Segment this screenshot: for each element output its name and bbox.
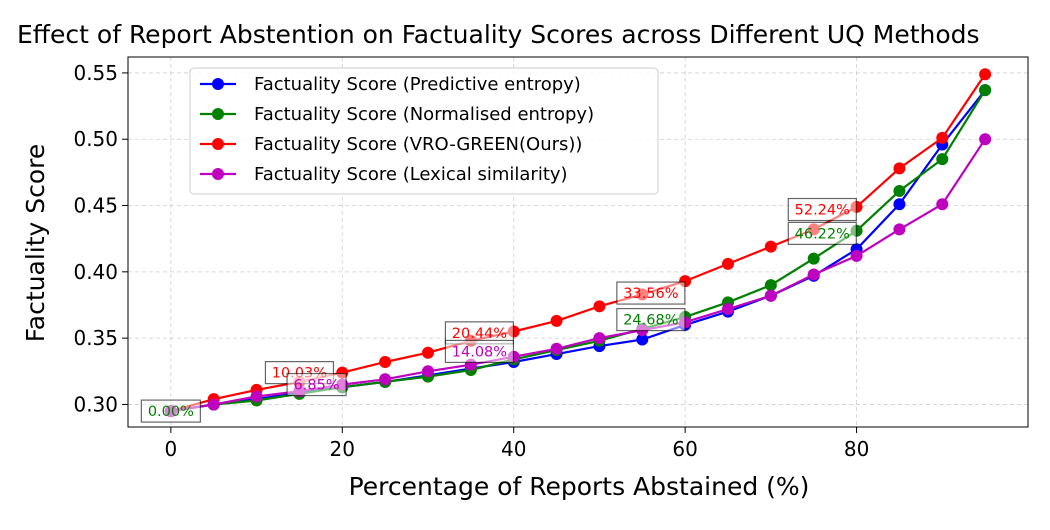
- annotation-label: 14.08%: [444, 339, 515, 364]
- legend-marker: [212, 138, 224, 150]
- chart-title: Effect of Report Abstention on Factualit…: [17, 20, 980, 49]
- annotation-text: 20.44%: [452, 326, 507, 342]
- legend-item: Factuality Score (VRO-GREEN(Ours)): [200, 134, 582, 155]
- x-tick-label: 0: [164, 437, 177, 461]
- data-point: [722, 302, 734, 315]
- plot-frame: [127, 56, 1029, 428]
- annotation-label: 0.00%: [140, 399, 201, 423]
- x-tick-label: 40: [501, 437, 526, 461]
- annotation-box: [787, 221, 857, 245]
- data-point: [807, 252, 820, 265]
- data-point: [250, 390, 263, 403]
- annotation-text: 46.22%: [795, 226, 850, 242]
- annotation-box: [616, 307, 686, 332]
- data-point: [850, 249, 863, 262]
- data-point: [764, 279, 777, 292]
- legend-box: [189, 67, 659, 195]
- annotation-text: 14.08%: [452, 344, 507, 360]
- data-point: [379, 356, 392, 369]
- data-point: [207, 398, 220, 411]
- annotation-box: [444, 339, 515, 364]
- legend-marker: [212, 108, 224, 120]
- data-point: [893, 198, 906, 211]
- legend-item: Factuality Score (Normalised entropy): [200, 104, 594, 125]
- data-point: [764, 240, 777, 253]
- legend-item: Factuality Score (Lexical similarity): [200, 164, 568, 185]
- legend-label: Factuality Score (VRO-GREEN(Ours)): [254, 134, 582, 155]
- annotation-text: 33.56%: [623, 286, 678, 302]
- annotation-box: [286, 372, 347, 397]
- data-point: [593, 332, 606, 345]
- data-point: [936, 198, 949, 211]
- legend-label: Factuality Score (Normalised entropy): [254, 104, 594, 125]
- annotation-box: [140, 399, 201, 423]
- legend-label: Factuality Score (Predictive entropy): [254, 74, 581, 95]
- y-tick-label: 0.55: [73, 61, 118, 85]
- data-point: [936, 131, 949, 144]
- annotation-label: 24.68%: [616, 307, 686, 332]
- annotation-label: 46.22%: [787, 221, 857, 245]
- data-point: [936, 153, 949, 166]
- data-point: [893, 223, 906, 236]
- data-point: [379, 373, 392, 386]
- y-tick-label: 0.45: [73, 194, 118, 218]
- data-point: [422, 365, 434, 378]
- data-point: [722, 257, 734, 270]
- annotation-box: [616, 281, 686, 305]
- y-axis-title: Factuality Score: [21, 144, 50, 343]
- y-tick-label: 0.50: [73, 127, 118, 151]
- axis-ticks: 0 20 40 60 80 0.30 0.35 0.40 0.45 0.50 0.55: [73, 61, 869, 461]
- data-point: [550, 314, 563, 327]
- annotations: 0.00%10.03%6.85%20.44%14.08%33.56%24.68%…: [140, 197, 857, 423]
- annotation-text: 52.24%: [795, 203, 850, 219]
- y-tick-label: 0.35: [73, 326, 118, 350]
- annotation-text: 6.85%: [294, 378, 340, 394]
- y-tick-label: 0.40: [73, 260, 118, 284]
- data-point: [893, 162, 906, 175]
- x-tick-label: 60: [672, 437, 697, 461]
- annotation-label: 20.44%: [444, 321, 515, 345]
- annotation-box: [787, 197, 857, 222]
- data-point: [893, 184, 906, 197]
- annotation-text: 24.68%: [623, 313, 678, 329]
- legend: Factuality Score (Predictive entropy) Fac…: [189, 67, 659, 195]
- legend-marker: [212, 168, 224, 180]
- data-point: [593, 300, 606, 313]
- data-point: [636, 333, 649, 346]
- x-axis-title: Percentage of Reports Abstained (%): [349, 472, 810, 501]
- data-point: [979, 68, 992, 81]
- legend-label: Factuality Score (Lexical similarity): [254, 164, 568, 185]
- annotation-label: 33.56%: [616, 281, 686, 305]
- y-tick-label: 0.30: [73, 392, 118, 416]
- annotation-label: 52.24%: [787, 197, 857, 222]
- data-point: [550, 342, 563, 355]
- data-point: [979, 133, 992, 146]
- x-tick-label: 80: [844, 437, 869, 461]
- annotation-text: 0.00%: [148, 404, 194, 420]
- x-tick-label: 20: [330, 437, 355, 461]
- data-point: [807, 268, 820, 281]
- annotation-label: 6.85%: [286, 372, 347, 397]
- data-point: [979, 84, 992, 97]
- data-point: [422, 346, 434, 359]
- legend-item: Factuality Score (Predictive entropy): [200, 74, 581, 95]
- data-point: [764, 289, 777, 302]
- legend-marker: [212, 78, 224, 90]
